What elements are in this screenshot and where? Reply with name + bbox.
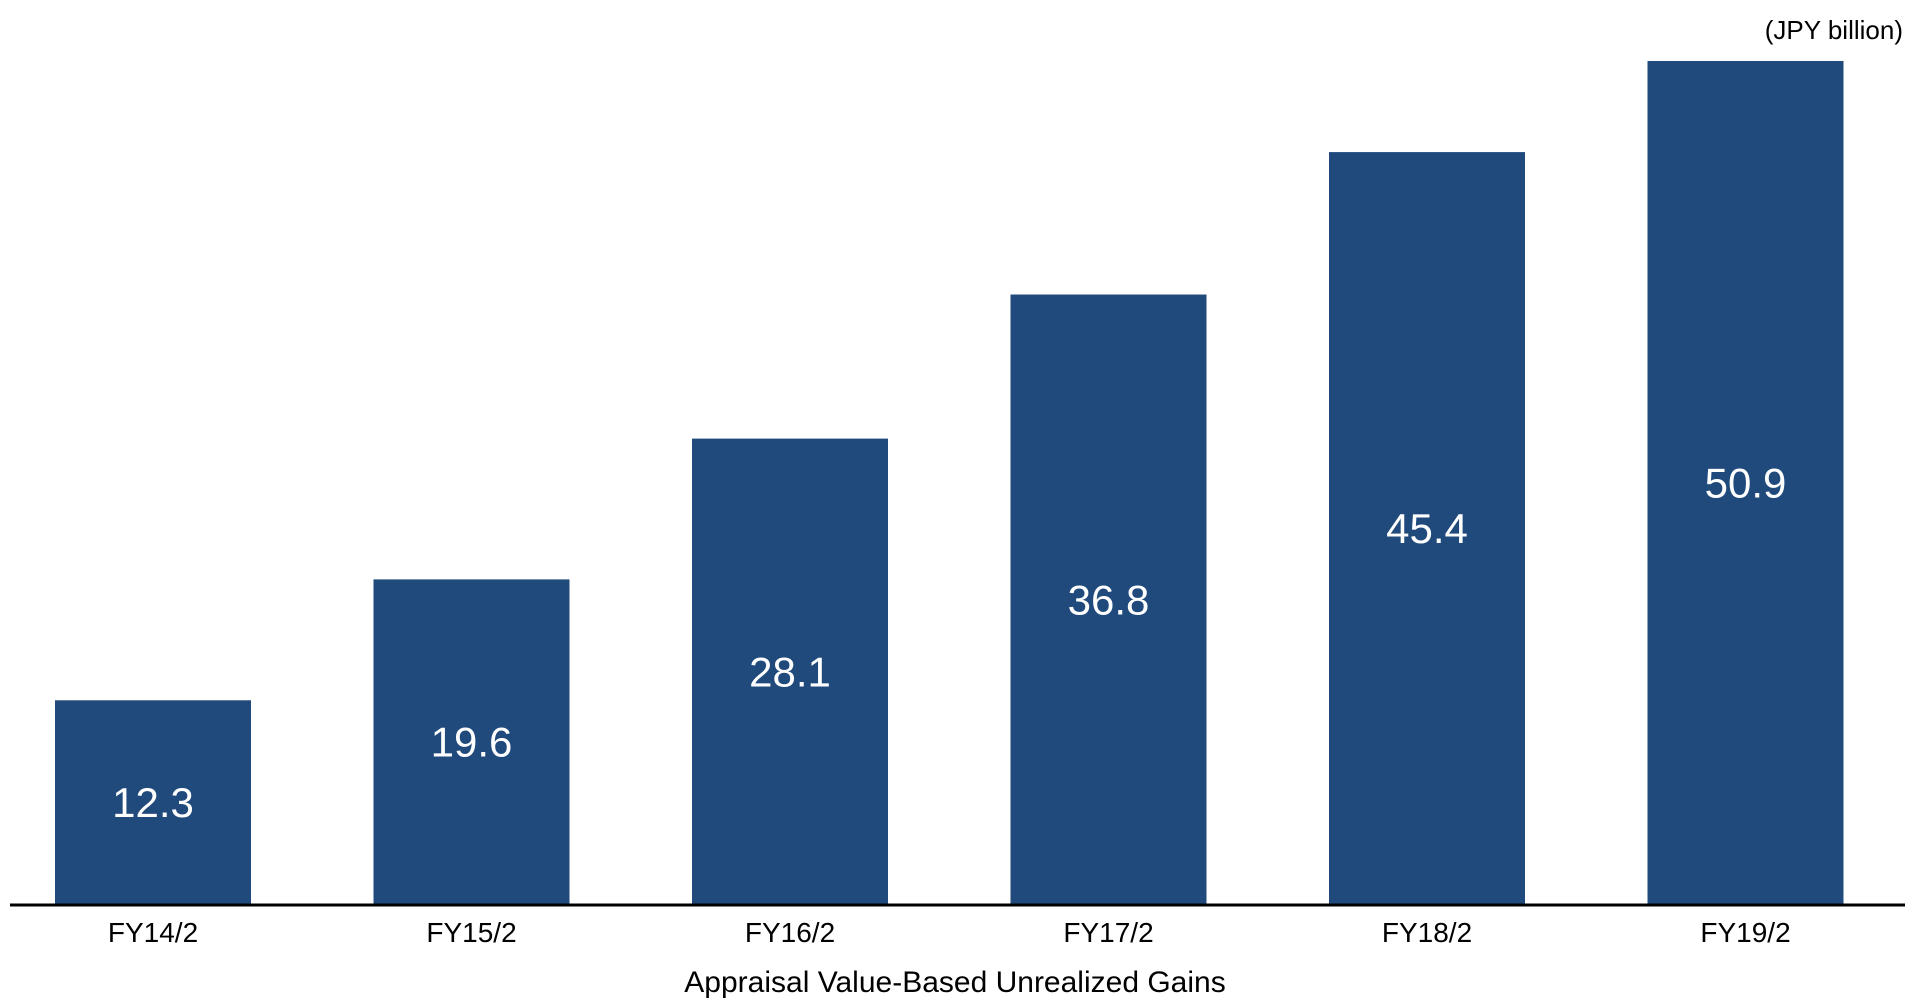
x-tick-label: FY19/2 [1700, 917, 1790, 948]
legend-series-label: Appraisal Value-Based Unrealized Gains [684, 966, 1225, 999]
bar-value-label: 12.3 [112, 779, 194, 826]
x-tick-label: FY15/2 [426, 917, 516, 948]
bar-fy17-2 [1010, 294, 1207, 904]
bar-value-label: 50.9 [1705, 460, 1787, 507]
bar-fy18-2 [1329, 152, 1525, 904]
bar-fy14-2 [55, 700, 251, 904]
bar-value-label: 19.6 [431, 719, 513, 766]
bar-fy19-2 [1647, 61, 1844, 904]
unit-note: (JPY billion) [1765, 15, 1903, 45]
x-tick-label: FY18/2 [1382, 917, 1472, 948]
bar-fy15-2 [373, 579, 570, 904]
bar-value-label: 36.8 [1068, 576, 1150, 623]
x-tick-label: FY16/2 [745, 917, 835, 948]
bar-fy16-2 [692, 438, 888, 904]
bar-value-label: 28.1 [749, 648, 831, 695]
bars-layer: 12.3 19.6 28.1 36.8 45.4 50.9 [55, 61, 1844, 904]
x-tick-label: FY14/2 [108, 917, 198, 948]
x-tick-label: FY17/2 [1063, 917, 1153, 948]
x-tick-labels: FY14/2 FY15/2 FY16/2 FY17/2 FY18/2 FY19/2 [108, 917, 1791, 948]
bar-value-label: 45.4 [1386, 505, 1468, 552]
